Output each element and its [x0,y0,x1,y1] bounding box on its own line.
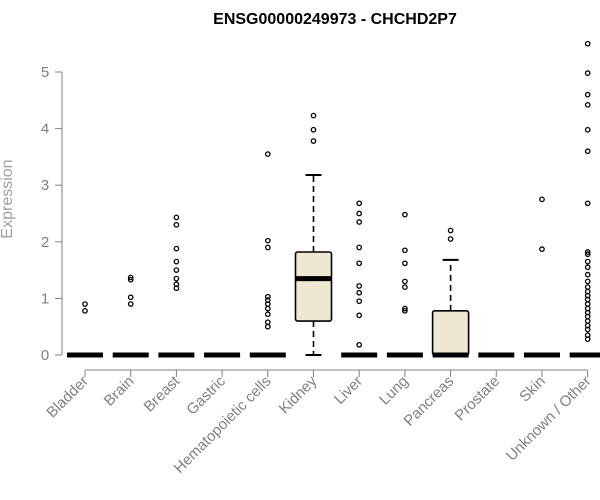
x-tick-label: Brain [101,373,138,410]
outlier-point [584,70,591,76]
outlier-point [310,138,317,144]
x-tick-label: Unknown / Other [503,373,595,465]
outlier-point [447,236,454,242]
outlier-point [173,214,180,221]
outlier-point [402,211,408,218]
outlier-point [82,308,88,314]
x-tick-label: Breast [141,372,184,415]
outlier-point [539,196,545,203]
outlier-point [173,275,180,282]
outlier-point [173,258,180,265]
outlier-point [584,91,591,98]
outlier-point [173,221,180,228]
outlier-point [402,247,408,254]
y-tick-label: 4 [41,121,49,138]
outlier-point [584,251,591,258]
box-series [67,40,600,358]
outlier-point [356,298,363,305]
outlier-point [584,101,591,108]
x-tick-label: Skin [516,373,549,406]
outlier-point [127,294,134,301]
outlier-point [402,305,408,312]
outlier-point [584,126,591,133]
outlier-point [264,244,271,251]
x-tick-label: Pancreas [401,373,458,430]
outlier-point [356,341,363,348]
x-tick-label: Kidney [276,372,321,417]
outlier-point [356,260,363,267]
outlier-point [402,284,408,290]
y-tick-label: 1 [41,290,49,307]
outlier-point [356,219,363,225]
y-tick-label: 3 [41,177,49,194]
outlier-point [310,112,317,119]
outlier-point [264,237,271,244]
box-unknown-other [569,40,600,358]
x-tick-label: Bladder [43,373,92,422]
y-tick-label: 2 [41,234,49,251]
outlier-point [310,126,317,133]
y-tick-label: 0 [41,347,49,364]
outlier-point [584,264,591,271]
box-hematopoietic-cells [249,151,286,358]
outlier-point [584,200,591,207]
x-tick-label: Prostate [452,373,504,425]
box-lung [386,211,423,358]
outlier-point [584,258,591,265]
y-tick-label: 5 [41,64,49,81]
outlier-point [584,301,591,307]
x-tick-label: Lung [376,373,412,409]
outlier-point [264,311,271,318]
box-pancreas [431,227,470,358]
box-liver [341,200,378,358]
outlier-point [264,323,271,330]
outlier-point [356,244,363,251]
outlier-point [356,210,363,217]
y-axis: 0 1 2 3 4 5 [41,64,63,364]
outlier-point [127,301,134,307]
outlier-point [584,148,591,155]
outlier-point [356,312,363,319]
outlier-point [173,281,180,288]
outlier-point [539,246,545,253]
outlier-point [447,227,454,234]
x-tick-label: Liver [331,373,366,408]
outlier-point [584,40,591,47]
chart-title: ENSG00000249973 - CHCHD2P7 [213,11,457,28]
outlier-point [264,305,271,312]
outlier-point [173,267,180,273]
y-axis-label: Expression [0,159,16,238]
outlier-point [584,332,591,339]
box-body [431,310,470,356]
outlier-point [356,289,363,296]
outlier-point [264,297,271,303]
outlier-point [584,249,591,255]
outlier-point [402,308,408,314]
outlier-point [264,151,271,157]
outlier-point [584,271,591,278]
outlier-point [584,318,591,324]
box-body [294,251,333,322]
outlier-point [127,276,134,283]
outlier-point [402,260,408,267]
box-skin [524,196,560,358]
outlier-point [356,283,363,289]
outlier-point [127,274,134,281]
outlier-point [173,245,180,252]
x-tick-label: Gastric [183,372,229,418]
box-brain [112,274,149,358]
box-bladder [67,301,103,358]
outlier-point [402,278,408,285]
outlier-point [584,278,591,285]
outlier-point [264,293,271,300]
box-kidney [294,112,333,356]
box-breast [158,214,195,358]
outlier-point [264,319,271,326]
outlier-point [82,301,88,307]
outlier-point [356,200,363,207]
outlier-point [584,284,591,290]
